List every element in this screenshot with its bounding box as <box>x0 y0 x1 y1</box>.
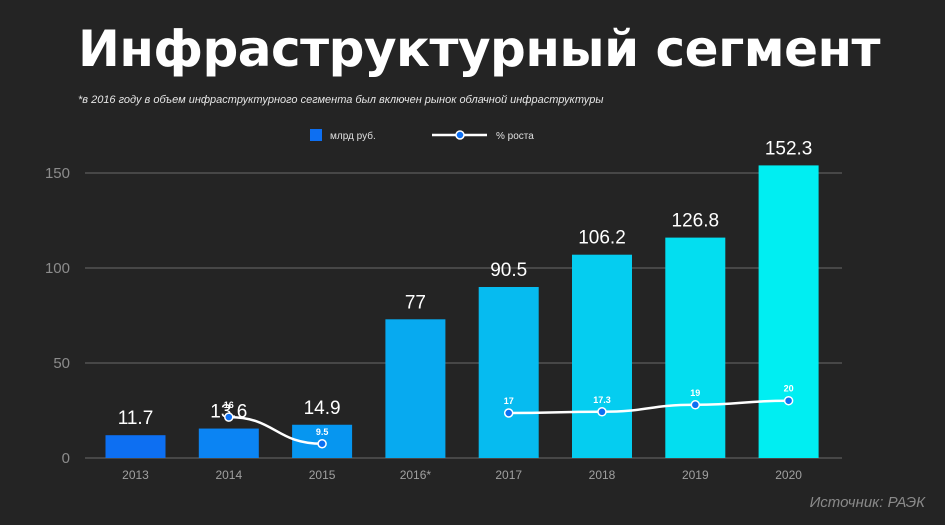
bar-2017 <box>478 287 539 458</box>
x-tick-label: 2019 <box>682 468 709 482</box>
x-tick-label: 2013 <box>122 468 149 482</box>
bar-2014 <box>198 428 259 458</box>
gridlines <box>85 172 842 459</box>
y-axis-ticks: 0 50 100 150 <box>45 165 70 467</box>
bar-2013 <box>105 435 166 458</box>
bar-value-label: 106.2 <box>578 228 626 249</box>
bar-value-label: 14.9 <box>304 398 341 419</box>
legend: млрд руб. % роста <box>310 129 534 142</box>
y-tick-label: 50 <box>53 355 70 372</box>
growth-marker <box>503 408 514 418</box>
x-tick-label: 2015 <box>309 468 336 482</box>
bar-2020 <box>758 165 819 458</box>
bar-2019 <box>665 237 726 458</box>
legend-label-bars: млрд руб. <box>330 130 376 142</box>
growth-value-label: 16 <box>224 400 234 410</box>
source-note: Источник: РАЭК <box>809 494 925 511</box>
bar-value-label: 11.7 <box>118 408 154 429</box>
bar-2018 <box>572 254 632 458</box>
x-tick-label: 2014 <box>215 468 242 482</box>
y-tick-label: 100 <box>45 260 70 277</box>
bar-2016* <box>385 319 446 458</box>
x-tick-label: 2018 <box>589 468 616 482</box>
bar-value-label: 126.8 <box>672 211 720 232</box>
growth-line-segment <box>228 415 323 445</box>
growth-value-label: 19 <box>690 388 700 398</box>
growth-marker <box>783 395 794 406</box>
legend-swatch-marker <box>455 130 465 140</box>
x-tick-label: 2016* <box>400 468 432 482</box>
bar-value-label: 152.3 <box>765 138 813 159</box>
chart-footnote: *в 2016 году в объем инфраструктурного с… <box>78 94 604 106</box>
growth-value-label: 17.3 <box>593 395 611 405</box>
legend-label-line: % роста <box>496 131 534 142</box>
chart-title: Инфраструктурный сегмент <box>78 20 881 78</box>
growth-marker <box>597 407 607 417</box>
growth-marker <box>690 400 701 410</box>
growth-line-segment <box>508 399 789 415</box>
legend-swatch-bars <box>310 129 322 141</box>
y-tick-label: 150 <box>45 165 70 182</box>
growth-marker <box>317 439 327 449</box>
x-axis-ticks: 2013 2014 2015 2016* 2017 2018 2019 2020 <box>122 468 802 482</box>
bar-value-label: 77 <box>405 292 426 313</box>
growth-value-label: 9.5 <box>316 427 329 437</box>
growth-value-label: 17 <box>504 396 514 406</box>
x-tick-label: 2020 <box>775 468 802 482</box>
growth-value-label: 20 <box>784 384 794 394</box>
y-tick-label: 0 <box>62 450 70 467</box>
growth-marker <box>224 412 234 422</box>
growth-line: 16 9.5 17 17.3 19 20 <box>224 384 794 449</box>
x-tick-label: 2017 <box>495 468 522 482</box>
bars <box>105 165 819 458</box>
bar-value-label: 90.5 <box>490 260 527 281</box>
